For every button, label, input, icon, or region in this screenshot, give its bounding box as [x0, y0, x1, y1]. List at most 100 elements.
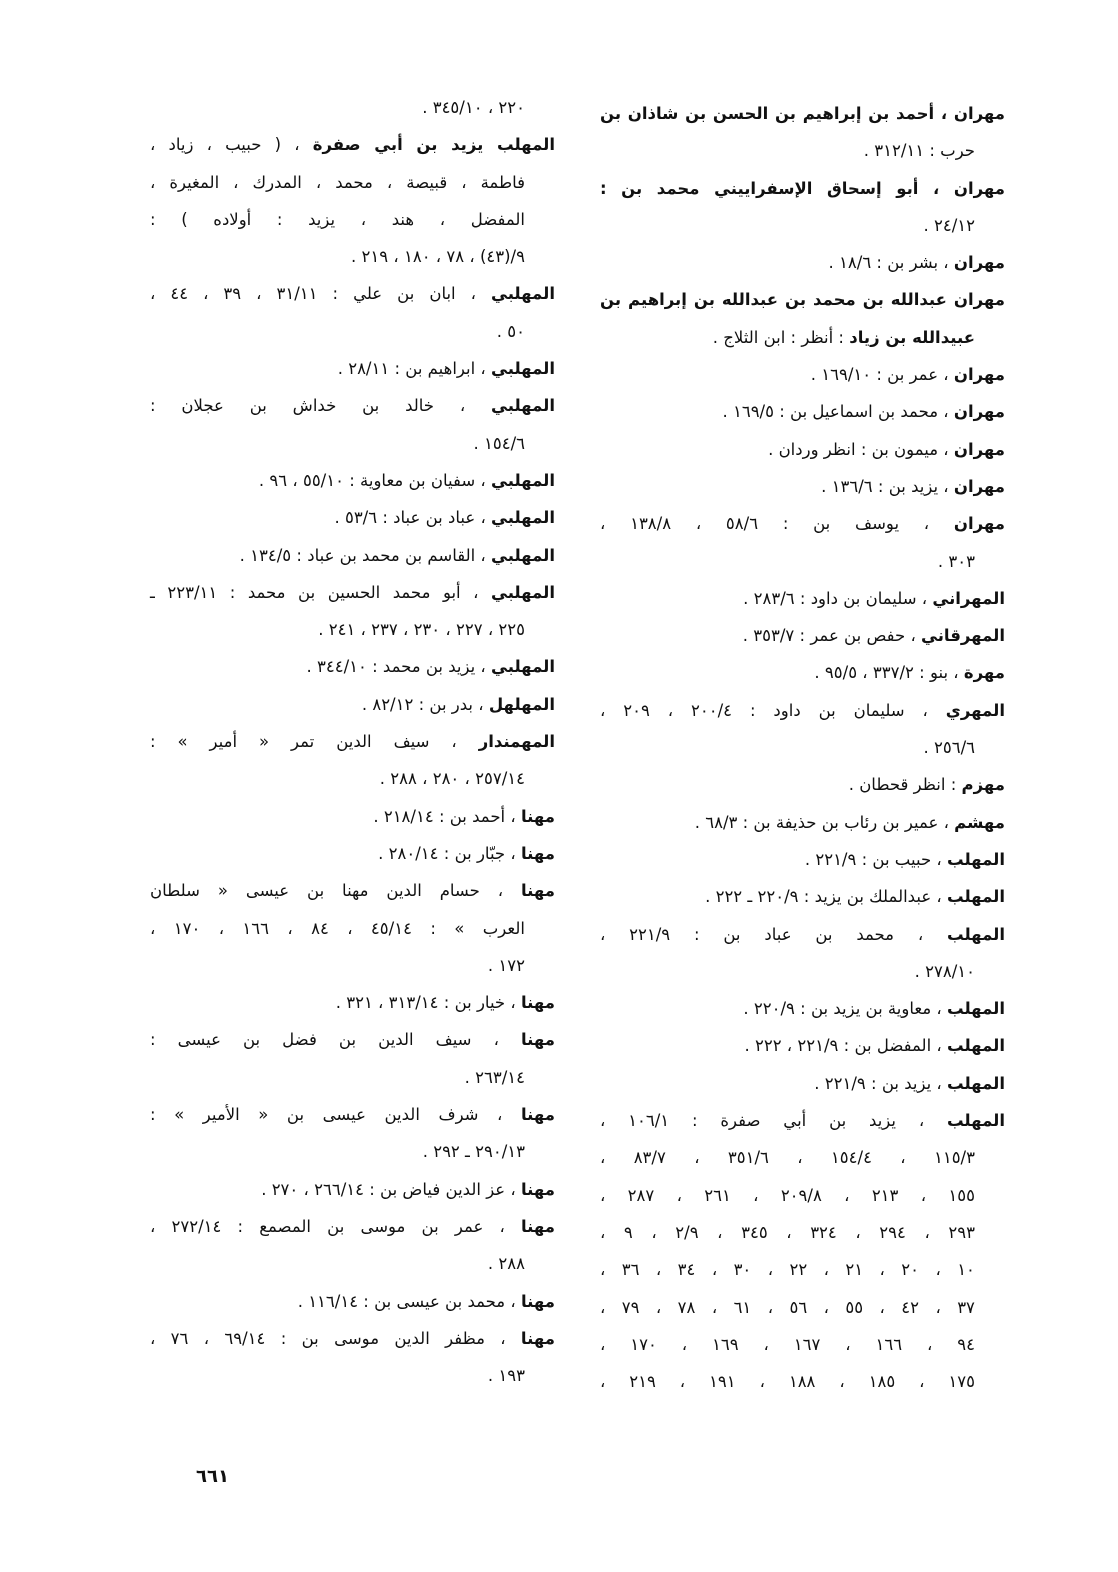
entry-text: ، ابان بن علي : ٣١/١١ ، ٣٩ ، ٤٤ ، — [150, 284, 491, 304]
entry-heading: مهنا — [520, 1030, 555, 1050]
entry-text: ، سيف الدين تمر « أمير » : — [150, 732, 479, 752]
index-entry: مهران ، محمد بن اسماعيل بن : ١٦٩/٥ . — [600, 393, 1005, 430]
index-entry: المهلب ، يزيد بن أبي صفرة : ١٠٦/١ ، — [600, 1102, 1005, 1139]
index-entry: مهران ، ميمون بن : انظر وردان . — [600, 431, 1005, 468]
entry-continuation: ٣٠٣ . — [600, 543, 1005, 580]
index-entry: مهران ، عمر بن : ١٦٩/١٠ . — [600, 356, 1005, 393]
entry-text: : انظر قحطان . — [848, 775, 962, 795]
entry-text: ، أحمد بن : ٢١٨/١٤ . — [373, 806, 521, 826]
entry-continuation: ١٠ ، ٢٠ ، ٢١ ، ٢٢ ، ٣٠ ، ٣٤ ، ٣٦ ، — [600, 1251, 1005, 1288]
entry-text: فاطمة ، قبيصة ، محمد ، المدرك ، المغيرة … — [150, 172, 525, 192]
index-entry: المهراني ، سليمان بن داود : ٢٨٣/٦ . — [600, 580, 1005, 617]
index-entry: المهلب ، يزيد بن : ٢٢١/٩ . — [600, 1065, 1005, 1102]
entry-heading: المهلبي — [491, 359, 555, 379]
entry-text: ، مظفر الدين موسى بن : ٦٩/١٤ ، ٧٦ ، — [150, 1328, 521, 1348]
entry-text: ، جبّار بن : ٢٨٠/١٤ . — [378, 843, 521, 863]
entry-text: ١١٥/٣ ، ١٥٤/٤ ، ٣٥١/٦ ، ٨٣/٧ ، — [600, 1148, 975, 1168]
index-entry: مهنا ، محمد بن عيسى بن : ١١٦/١٤ . — [150, 1283, 555, 1320]
index-entry: مهشم ، عمير بن رئاب بن حذيفة بن : ٦٨/٣ . — [600, 804, 1005, 841]
index-entry: مهنا ، شرف الدين عيسى بن « الأمير » : — [150, 1096, 555, 1133]
entry-text: ٢٢٠ ، ٣٤٥/١٠ . — [422, 98, 525, 117]
entry-heading: مهران ، أحمد بن إبراهيم بن الحسن بن شاذا… — [600, 104, 1005, 123]
entry-heading: المهمندار — [478, 732, 555, 752]
entry-heading: مهنا — [520, 1291, 555, 1311]
entry-text: ، عباد بن عباد : ٥٣/٦ . — [334, 508, 492, 528]
entry-text: ، حبيب بن : ٢٢١/٩ . — [804, 849, 947, 869]
entry-text: ، خيار بن : ٣١٣/١٤ ، ٣٢١ . — [335, 993, 521, 1013]
index-entry: مهران ، يزيد بن : ١٣٦/٦ . — [600, 468, 1005, 505]
entry-text: ٢٧٨/١٠ . — [914, 961, 975, 981]
index-entry: مهنا ، أحمد بن : ٢١٨/١٤ . — [150, 798, 555, 835]
entry-heading: المهلبي — [491, 284, 555, 304]
index-entry: المهلبي ، ابراهيم بن : ٢٨/١١ . — [150, 350, 555, 387]
index-entry: مهنا ، سيف الدين بن فضل بن عيسى : — [150, 1021, 555, 1058]
entry-heading: المهلبي — [491, 657, 555, 677]
index-entry: المهمندار ، سيف الدين تمر « أمير » : — [150, 723, 555, 760]
entry-text: ٣٧ ، ٤٢ ، ٥٥ ، ٥٦ ، ٦١ ، ٧٨ ، ٧٩ ، — [600, 1297, 975, 1317]
entry-continuation: ٢٢٥ ، ٢٢٧ ، ٢٣٠ ، ٢٣٧ ، ٢٤١ . — [150, 611, 555, 648]
entry-heading: المهلب — [946, 999, 1005, 1019]
entry-continuation: ٢٦٣/١٤ . — [150, 1059, 555, 1096]
index-entry: مهنا ، خيار بن : ٣١٣/١٤ ، ٣٢١ . — [150, 984, 555, 1021]
entry-text: ، سليمان بن داود : ٢٨٣/٦ . — [743, 588, 933, 608]
entry-heading: المهلب يزيد بن أبي صفرة — [312, 135, 555, 155]
entry-text: المفضل ، هند ، يزيد : أولاده ) : — [150, 209, 525, 229]
entry-continuation: ٢٥٧/١٤ ، ٢٨٠ ، ٢٨٨ . — [150, 760, 555, 797]
entry-text: ، يزيد بن : ١٣٦/٦ . — [821, 476, 954, 496]
entry-text: ، معاوية بن يزيد بن : ٢٢٠/٩ . — [743, 999, 947, 1019]
index-entry: المهلب يزيد بن أبي صفرة ، ( حبيب ، زياد … — [150, 126, 555, 163]
entry-text: ٥٠ . — [496, 321, 525, 341]
index-entry: مهنا ، مظفر الدين موسى بن : ٦٩/١٤ ، ٧٦ ، — [150, 1320, 555, 1357]
index-entry: مهران ، أبو إسحاق الإسفراييني محمد بن : — [600, 170, 1005, 207]
entry-heading: مهران — [953, 514, 1005, 534]
entry-text: ، بدر بن : ٨٢/١٢ . — [361, 694, 489, 714]
entry-heading: المهلب — [946, 849, 1005, 869]
entry-heading: مهران عبدالله بن محمد بن عبدالله بن إبرا… — [600, 290, 1005, 310]
entry-text: ٩/(٤٣) ، ٧٨ ، ١٨٠ ، ٢١٩ . — [351, 247, 525, 267]
index-entry: المهلب ، معاوية بن يزيد بن : ٢٢٠/٩ . — [600, 990, 1005, 1027]
entry-text: ، يزيد بن : ٢٢١/٩ . — [814, 1073, 947, 1093]
entry-heading: المهلهل — [488, 694, 555, 714]
entry-text: ، سفيان بن معاوية : ٥٥/١٠ ، ٩٦ . — [258, 470, 492, 490]
entry-text: ، عبدالملك بن يزيد : ٢٢٠/٩ ـ ٢٢٢ . — [705, 887, 947, 907]
entry-text: ٢٥٧/١٤ ، ٢٨٠ ، ٢٨٨ . — [379, 769, 525, 789]
entry-continuation: ٢٧٨/١٠ . — [600, 953, 1005, 990]
entry-heading: المهلبي — [491, 545, 555, 565]
entry-text: ، حفص بن عمر : ٣٥٣/٧ . — [742, 626, 922, 646]
index-entry: مهران ، بشر بن : ١٨/٦ . — [600, 244, 1005, 281]
entry-heading: المهلب — [946, 1111, 1005, 1131]
index-entry: المهلبي ، سفيان بن معاوية : ٥٥/١٠ ، ٩٦ . — [150, 462, 555, 499]
entry-heading: مهرة — [963, 663, 1005, 683]
index-entry: مهران ، أحمد بن إبراهيم بن الحسن بن شاذا… — [600, 95, 1005, 132]
entry-heading: المهرقاني — [921, 626, 1005, 646]
entry-text: ، سيف الدين بن فضل بن عيسى : — [150, 1030, 521, 1050]
index-entry: المهلبي ، ابان بن علي : ٣١/١١ ، ٣٩ ، ٤٤ … — [150, 275, 555, 312]
entry-heading: مهشم — [954, 812, 1005, 832]
index-entry: المهلب ، حبيب بن : ٢٢١/٩ . — [600, 841, 1005, 878]
entry-continuation: ٢٩٣ ، ٢٩٤ ، ٣٢٤ ، ٣٤٥ ، ٢/٩ ، ٩ ، — [600, 1214, 1005, 1251]
entry-continuation: ٢٩٠/١٣ ـ ٢٩٢ . — [150, 1133, 555, 1170]
entry-heading: مهنا — [520, 1105, 555, 1125]
entry-continuation: العرب » : ٤٥/١٤ ، ٨٤ ، ١٦٦ ، ١٧٠ ، — [150, 910, 555, 947]
index-entry: المهلب ، محمد بن عباد بن : ٢٢١/٩ ، — [600, 916, 1005, 953]
index-entry: المهلب ، المفضل بن : ٢٢١/٩ ، ٢٢٢ . — [600, 1027, 1005, 1064]
entry-heading: المهلبي — [491, 582, 555, 602]
entry-heading: المهراني — [932, 588, 1005, 608]
entry-text: ، عز الدين فياض بن : ٢٦٦/١٤ ، ٢٧٠ . — [261, 1179, 521, 1199]
entry-text: ، يزيد بن أبي صفرة : ١٠٦/١ ، — [600, 1111, 947, 1131]
entry-continuation: ٩/(٤٣) ، ٧٨ ، ١٨٠ ، ٢١٩ . — [150, 238, 555, 275]
entry-text: ٢٥٦/٦ . — [923, 738, 975, 758]
entry-continuation: ٩٤ ، ١٦٦ ، ١٦٧ ، ١٦٩ ، ١٧٠ ، — [600, 1326, 1005, 1363]
entry-continuation: عبيدالله بن زياد : أنظر : ابن الثلاج . — [600, 319, 1005, 356]
entry-text: ١٥٤/٦ . — [473, 433, 525, 453]
entry-text: ، سليمان بن داود : ٢٠٠/٤ ، ٢٠٩ ، — [600, 700, 946, 720]
index-entry: مهران ، يوسف بن : ٥٨/٦ ، ١٣٨/٨ ، — [600, 505, 1005, 542]
entry-continuation: ١٩٣ . — [150, 1357, 555, 1394]
index-entry: المهلبي ، عباد بن عباد : ٥٣/٦ . — [150, 499, 555, 536]
entry-continuation: فاطمة ، قبيصة ، محمد ، المدرك ، المغيرة … — [150, 164, 555, 201]
index-entry: مهنا ، عمر بن موسى بن المصمع : ٢٧٢/١٤ ، — [150, 1208, 555, 1245]
entry-text: ، عمر بن : ١٦٩/١٠ . — [810, 365, 954, 385]
entry-text: ٢٤/١٢ . — [923, 215, 975, 235]
entry-text: ٢٩٠/١٣ ـ ٢٩٢ . — [422, 1142, 525, 1162]
index-entry: المهري ، سليمان بن داود : ٢٠٠/٤ ، ٢٠٩ ، — [600, 692, 1005, 729]
